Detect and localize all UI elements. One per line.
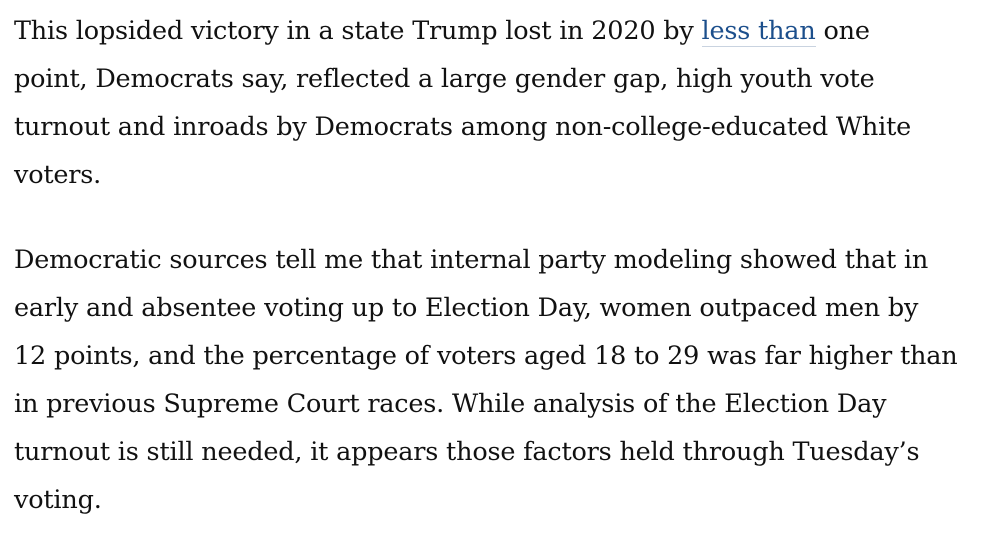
paragraph-line: in previous Supreme Court races. While a… (14, 389, 887, 419)
paragraph-line: 12 points, and the percentage of voters … (14, 341, 958, 371)
paragraph-line: This lopsided victory in a state Trump l… (14, 7, 969, 55)
paragraph-line: point, Democrats say, reflected a large … (14, 64, 875, 94)
less-than-link[interactable]: less than (701, 16, 816, 47)
paragraph-text: This lopsided victory in a state Trump l… (14, 16, 702, 46)
paragraph-line: turnout and inroads by Democrats among n… (14, 112, 912, 142)
paragraph-line: voting. (14, 485, 102, 515)
paragraph-1: This lopsided victory in a state Trump l… (14, 7, 969, 199)
paragraph-line: early and absentee voting up to Election… (14, 293, 919, 323)
paragraph-line: Democratic sources tell me that internal… (14, 245, 929, 275)
paragraph-text: one (815, 16, 870, 46)
paragraph-line: voters. (14, 160, 102, 190)
paragraph-line: turnout is still needed, it appears thos… (14, 437, 920, 467)
paragraph-2: Democratic sources tell me that internal… (14, 236, 969, 524)
